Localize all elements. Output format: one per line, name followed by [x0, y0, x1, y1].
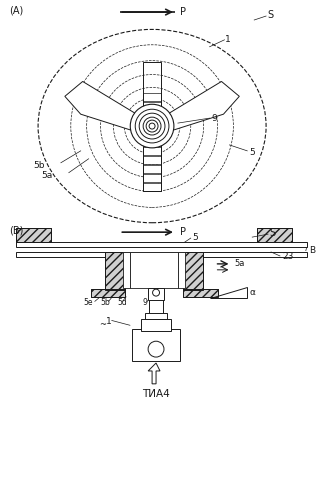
Text: B: B: [309, 246, 315, 256]
Bar: [143, 174, 161, 182]
Bar: [143, 156, 161, 164]
Polygon shape: [148, 363, 160, 384]
Polygon shape: [210, 286, 247, 298]
Bar: [143, 94, 161, 102]
Bar: [143, 164, 161, 172]
Text: 5b: 5b: [33, 161, 45, 170]
Text: ~: ~: [99, 320, 106, 329]
Circle shape: [143, 117, 161, 135]
Bar: [257, 228, 292, 242]
Text: 1: 1: [225, 36, 231, 44]
Bar: [16, 252, 307, 257]
Text: 5: 5: [193, 232, 198, 241]
Bar: [16, 242, 307, 247]
Text: P: P: [180, 227, 186, 237]
Bar: [143, 129, 161, 137]
Text: 9: 9: [212, 114, 217, 122]
Circle shape: [149, 123, 155, 129]
Bar: [141, 320, 171, 332]
Text: 23: 23: [282, 252, 293, 262]
Bar: [183, 288, 217, 296]
Bar: [178, 252, 185, 288]
Text: 5a: 5a: [234, 260, 245, 268]
Text: 9: 9: [142, 298, 147, 307]
Text: S: S: [267, 10, 273, 20]
Bar: [143, 62, 161, 190]
Text: α: α: [249, 288, 255, 297]
Bar: [130, 252, 178, 288]
Circle shape: [148, 341, 164, 357]
Circle shape: [139, 113, 165, 139]
Text: (A): (A): [9, 5, 24, 15]
Circle shape: [135, 109, 169, 143]
Bar: [143, 111, 161, 119]
Text: 5: 5: [249, 148, 255, 158]
Bar: [183, 288, 217, 296]
Bar: [183, 252, 203, 290]
Bar: [16, 228, 51, 242]
Bar: [123, 252, 130, 288]
Bar: [16, 228, 51, 242]
Circle shape: [130, 104, 174, 148]
Polygon shape: [161, 82, 239, 134]
Bar: [143, 120, 161, 128]
Circle shape: [146, 120, 158, 132]
Bar: [183, 252, 203, 290]
Text: 5d: 5d: [117, 298, 127, 307]
Bar: [257, 228, 292, 242]
Bar: [106, 252, 125, 290]
Text: 5a: 5a: [41, 171, 52, 180]
Bar: [143, 182, 161, 190]
Circle shape: [152, 289, 160, 296]
Text: P: P: [180, 7, 186, 17]
Bar: [143, 138, 161, 146]
Text: 1: 1: [106, 317, 111, 326]
Bar: [143, 147, 161, 155]
Text: S: S: [269, 228, 275, 238]
Text: 5b: 5b: [100, 298, 110, 307]
Text: (B): (B): [9, 225, 24, 235]
Bar: [106, 252, 125, 290]
Bar: [132, 330, 180, 361]
Text: 5e: 5e: [84, 298, 93, 307]
Bar: [145, 314, 167, 320]
Polygon shape: [65, 82, 143, 134]
Text: ΤИА4: ΤИА4: [142, 389, 170, 399]
Bar: [91, 288, 125, 296]
Bar: [143, 102, 161, 110]
Bar: [91, 288, 125, 296]
Bar: [148, 288, 164, 300]
Bar: [149, 298, 163, 324]
